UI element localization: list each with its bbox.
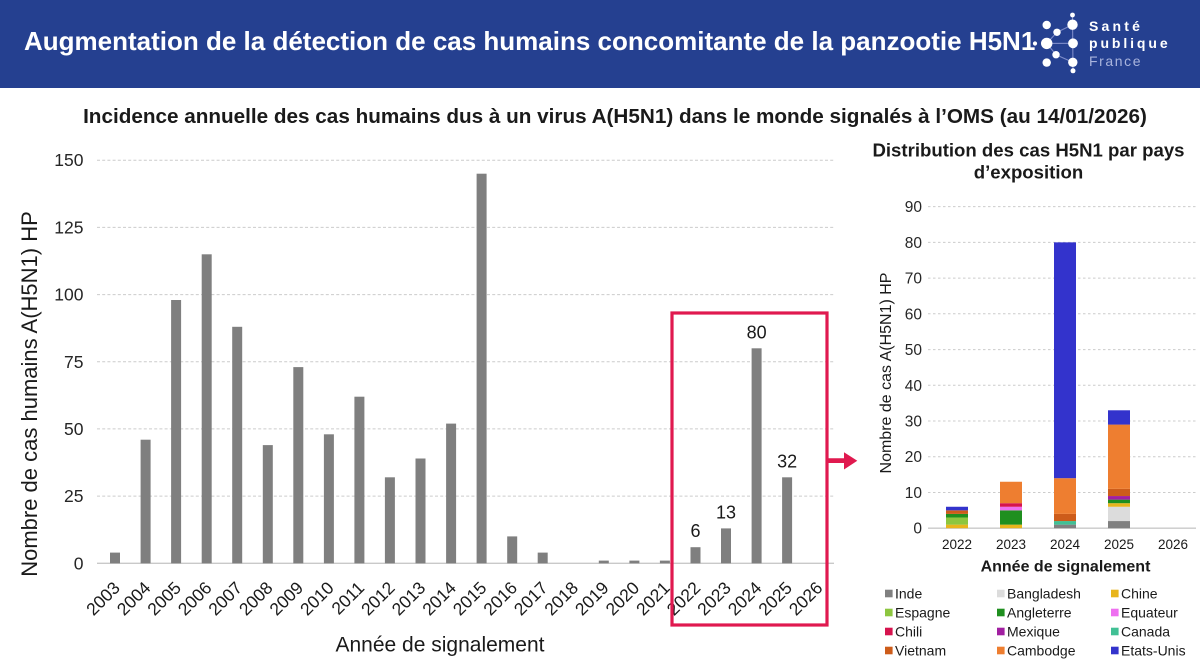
svg-text:Nombre de cas A(H5N1) HP: Nombre de cas A(H5N1) HP	[878, 273, 895, 474]
svg-text:10: 10	[905, 485, 923, 502]
svg-text:100: 100	[54, 285, 83, 305]
svg-text:2010: 2010	[296, 578, 338, 620]
svg-text:125: 125	[54, 217, 83, 237]
svg-text:2004: 2004	[113, 578, 155, 620]
svg-text:Angleterre: Angleterre	[1007, 605, 1072, 621]
svg-text:150: 150	[54, 150, 83, 170]
svg-text:Etats-Unis: Etats-Unis	[1121, 643, 1186, 659]
svg-text:Chine: Chine	[1121, 586, 1158, 602]
svg-text:2017: 2017	[510, 578, 552, 620]
svg-text:Année de signalement: Année de signalement	[336, 634, 545, 657]
svg-text:2020: 2020	[602, 578, 644, 620]
svg-text:70: 70	[905, 271, 923, 288]
svg-text:2022: 2022	[942, 537, 972, 552]
svg-text:25: 25	[64, 486, 83, 506]
svg-text:2019: 2019	[571, 578, 613, 620]
svg-text:2008: 2008	[235, 578, 277, 620]
svg-text:d’exposition: d’exposition	[974, 162, 1084, 183]
svg-text:2026: 2026	[785, 578, 827, 620]
svg-text:80: 80	[905, 235, 923, 252]
svg-text:2022: 2022	[663, 578, 705, 620]
svg-text:2025: 2025	[754, 578, 796, 620]
svg-text:Distribution des cas H5N1 par: Distribution des cas H5N1 par pays	[872, 140, 1184, 161]
svg-text:0: 0	[74, 553, 84, 573]
svg-text:Mexique: Mexique	[1007, 624, 1060, 640]
svg-text:Equateur: Equateur	[1121, 605, 1178, 621]
svg-text:32: 32	[777, 451, 797, 471]
svg-text:Chili: Chili	[895, 624, 922, 640]
svg-text:2023: 2023	[693, 578, 735, 620]
svg-text:2006: 2006	[174, 578, 216, 620]
svg-text:2013: 2013	[388, 578, 430, 620]
svg-text:Augmentation de la détection d: Augmentation de la détection de cas huma…	[24, 26, 1035, 56]
svg-text:Inde: Inde	[895, 586, 922, 602]
svg-text:2023: 2023	[996, 537, 1026, 552]
svg-text:2021: 2021	[632, 578, 674, 620]
svg-text:2014: 2014	[418, 578, 460, 620]
svg-text:France: France	[1089, 53, 1142, 69]
svg-text:Santé: Santé	[1089, 18, 1143, 34]
svg-text:Année de signalement: Année de signalement	[981, 559, 1151, 576]
svg-text:Bangladesh: Bangladesh	[1007, 586, 1081, 602]
svg-text:75: 75	[64, 352, 83, 372]
svg-text:60: 60	[905, 306, 923, 323]
svg-text:2015: 2015	[449, 578, 491, 620]
svg-text:2011: 2011	[327, 578, 368, 619]
svg-text:Incidence annuelle des cas hum: Incidence annuelle des cas humains dus à…	[83, 105, 1147, 128]
svg-text:50: 50	[64, 419, 84, 439]
svg-text:2018: 2018	[540, 578, 582, 620]
svg-text:Cambodge: Cambodge	[1007, 643, 1076, 659]
svg-text:20: 20	[905, 449, 923, 466]
svg-text:13: 13	[716, 502, 736, 522]
svg-text:Canada: Canada	[1121, 624, 1170, 640]
svg-text:2005: 2005	[143, 578, 185, 620]
svg-text:2025: 2025	[1104, 537, 1134, 552]
svg-text:2012: 2012	[357, 578, 399, 620]
svg-text:30: 30	[905, 414, 923, 431]
svg-text:2003: 2003	[82, 578, 124, 620]
svg-text:2024: 2024	[724, 578, 766, 620]
svg-text:publique: publique	[1089, 35, 1171, 51]
svg-text:2007: 2007	[204, 578, 246, 620]
svg-text:Espagne: Espagne	[895, 605, 950, 621]
svg-text:40: 40	[905, 378, 923, 395]
svg-text:90: 90	[905, 199, 923, 216]
svg-text:6: 6	[690, 521, 700, 541]
svg-text:Nombre de cas humains A(H5N1): Nombre de cas humains A(H5N1) HP	[17, 211, 42, 577]
svg-text:2009: 2009	[265, 578, 307, 620]
svg-text:2026: 2026	[1158, 537, 1188, 552]
svg-text:2016: 2016	[479, 578, 521, 620]
svg-text:Vietnam: Vietnam	[895, 643, 946, 659]
svg-text:50: 50	[905, 342, 923, 359]
svg-text:0: 0	[913, 521, 922, 538]
svg-text:2024: 2024	[1050, 537, 1081, 552]
svg-text:80: 80	[747, 322, 767, 342]
